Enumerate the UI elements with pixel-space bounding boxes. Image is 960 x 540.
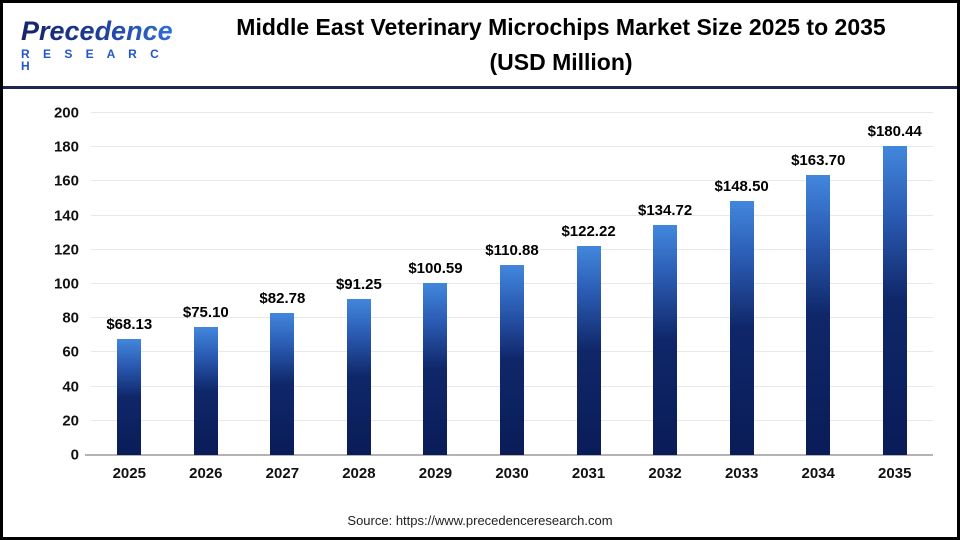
bar-column-2031: $122.22 [550,113,627,455]
y-tick-60: 60 [62,343,79,361]
logo-subtitle: R E S E A R C H [21,46,164,73]
bar-value-2029: $100.59 [408,260,463,277]
bar-value-2032: $134.72 [637,201,693,219]
y-tick-40: 40 [62,378,79,396]
y-tick-160: 160 [53,172,79,190]
y-tick-100: 100 [53,275,79,293]
y-tick-200: 200 [53,104,79,122]
bar-column-2026: $75.10 [168,113,245,455]
bar-2035 [882,146,907,455]
bar-value-2025: $68.13 [106,315,153,333]
bar-column-2029: $100.59 [397,113,474,455]
x-tick-2025: 2025 [112,465,146,482]
x-axis-line [85,454,933,456]
plot-row: 0 20 40 60 80 100 120 140 160 180 200 $68.13 $75.10… [33,105,933,464]
y-tick-80: 80 [62,309,79,327]
x-tick-2027: 2027 [265,465,300,482]
bar-column-2028: $91.25 [321,113,398,455]
x-tick-2029: 2029 [418,465,453,482]
logo-wordmark: Precedence [21,15,173,46]
bar-column-2032: $134.72 [627,113,704,455]
y-tick-20: 20 [62,412,79,430]
x-tick-2030: 2030 [495,465,529,482]
chart-title: Middle East Veterinary Microchips Market… [179,10,943,79]
x-axis-labels: 2025 2026 2027 2028 2029 2030 2031 2032 2033 2034… [33,465,933,482]
x-axis-tick-row: 2025 2026 2027 2028 2029 2030 2031 2032 2033 2034… [91,465,933,482]
bar-column-2035: $180.44 [856,113,933,455]
y-tick-140: 140 [53,207,79,225]
x-tick-2026: 2026 [189,465,223,482]
chart-title-line2: (USD Million) [489,48,633,75]
bar-2034 [806,175,831,455]
bar-2030 [500,265,524,455]
gridline-160 [91,180,933,182]
source-text: Source: https://www.precedenceresearch.c… [347,512,613,528]
gridline-140 [91,214,933,216]
bar-value-2026: $75.10 [182,303,229,321]
bar-value-2031: $122.22 [561,223,616,241]
bar-column-2030: $110.88 [474,113,551,455]
y-axis-labels: 0 20 40 60 80 100 120 140 160 180 200 [33,105,91,464]
precedence-research-logo: Precedence R E S E A R C H [21,15,179,73]
x-tick-2028: 2028 [342,465,376,482]
bar-2033 [729,201,754,455]
x-tick-2033: 2033 [724,465,759,482]
footer: Source: https://www.precedenceresearch.c… [3,503,957,537]
bar-2028 [346,298,371,455]
bar-chart: 0 20 40 60 80 100 120 140 160 180 200 $68.13 $75.10… [3,89,957,503]
chart-title-line1: Middle East Veterinary Microchips Market… [236,14,886,40]
bar-column-2034: $163.70 [780,113,857,455]
y-tick-120: 120 [53,241,79,259]
bar-2032 [653,224,678,455]
gridline-120 [91,248,933,250]
bar-value-2035: $180.44 [867,123,922,141]
bar-2031 [576,246,601,455]
x-tick-2032: 2032 [648,465,682,482]
bar-2025 [117,338,142,455]
plot-area: $68.13 $75.10 $82.78 $91.25 $100.59 $110.88 $1… [85,112,933,456]
y-tick-180: 180 [53,138,79,156]
bar-2027 [270,313,295,455]
bar-value-2030: $110.88 [485,242,539,260]
gridline-200 [91,112,933,113]
bar-value-2033: $148.50 [714,178,769,196]
bar-column-2033: $148.50 [703,113,780,455]
bars: $68.13 $75.10 $82.78 $91.25 $100.59 $110.88 $1… [91,113,933,455]
bar-column-2027: $82.78 [244,113,321,455]
x-axis-spacer [33,465,91,482]
bar-2029 [423,283,448,455]
header: Precedence R E S E A R C H Middle East V… [3,3,957,89]
x-tick-2034: 2034 [801,465,835,482]
x-tick-2031: 2031 [571,465,606,482]
x-tick-2035: 2035 [878,465,912,482]
bar-value-2027: $82.78 [259,290,306,308]
bar-value-2028: $91.25 [335,275,382,293]
bar-column-2025: $68.13 [91,113,168,455]
bar-2026 [193,326,218,455]
y-tick-0: 0 [70,446,79,464]
gridline-180 [91,146,933,148]
bar-value-2034: $163.70 [791,152,846,170]
